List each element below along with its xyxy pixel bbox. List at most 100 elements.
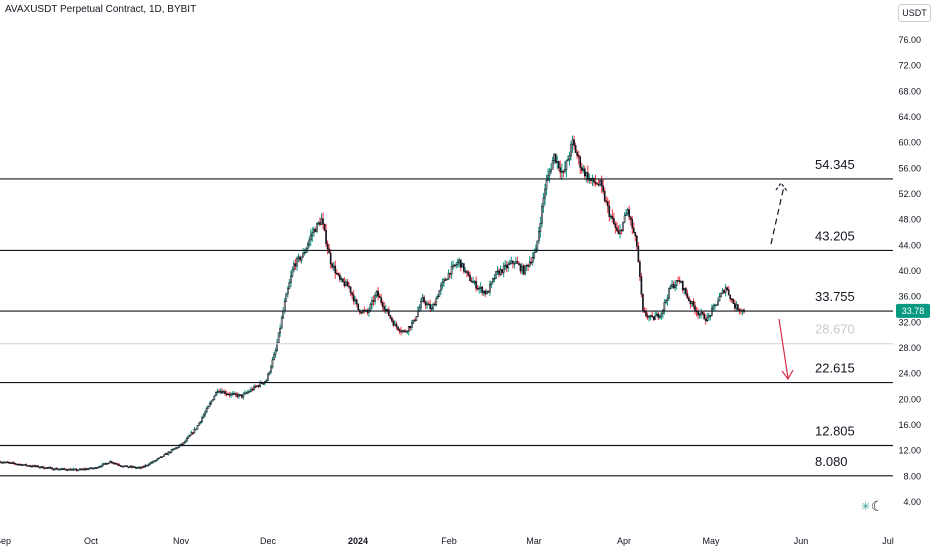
candle-body: [576, 152, 578, 156]
candle-body: [579, 156, 582, 168]
level-label: 43.205: [815, 228, 855, 243]
level-label: 28.670: [815, 322, 855, 337]
candle-body: [391, 317, 393, 322]
candle-body: [339, 274, 341, 280]
candle-body: [522, 265, 525, 275]
candle-body: [207, 405, 210, 409]
candle-body: [57, 468, 60, 471]
candle-body: [120, 465, 122, 467]
candle-body: [218, 391, 220, 393]
candle-body: [262, 382, 265, 385]
candle-body: [548, 170, 551, 176]
candle-body: [124, 465, 127, 467]
candle-body: [560, 170, 563, 173]
candle-body: [707, 315, 710, 318]
candle-body: [513, 262, 516, 265]
candle-body: [634, 232, 637, 237]
candle-body: [436, 296, 439, 299]
candle-body: [645, 311, 647, 316]
candle-body: [469, 274, 471, 282]
candle-body: [242, 393, 245, 398]
candle-body: [164, 453, 167, 456]
x-tick-label: Feb: [441, 536, 457, 546]
candle-body: [421, 297, 424, 302]
candle-body: [654, 315, 657, 320]
candle-body: [544, 188, 546, 199]
currency-selector[interactable]: USDT: [898, 4, 931, 22]
candle-body: [28, 465, 30, 467]
candle-body: [626, 209, 629, 214]
candle-body: [715, 304, 718, 306]
candle-body: [602, 185, 604, 192]
time-axis: Sep Oct Nov Dec 2024 Feb Mar Apr May Jun Jul: [0, 536, 894, 546]
candle-body: [8, 462, 11, 464]
x-tick-label: Oct: [84, 536, 99, 546]
candle-body: [45, 467, 47, 469]
candle-body: [52, 468, 55, 471]
candle-body: [397, 326, 399, 330]
candle-body: [66, 469, 69, 472]
candle-body: [152, 460, 154, 463]
candle-body: [426, 303, 428, 306]
candle-body: [671, 283, 673, 287]
last-price-label: 33.78: [902, 306, 925, 316]
candle-body: [577, 155, 580, 158]
candle-body: [461, 263, 464, 268]
candle-body: [672, 283, 675, 289]
candle-body: [132, 466, 135, 469]
candle-body: [495, 271, 497, 279]
candle-body: [135, 467, 138, 469]
candle-body: [254, 385, 257, 388]
level-label: 33.755: [815, 289, 855, 304]
candle-body: [542, 197, 545, 208]
candle-body: [697, 311, 699, 316]
candle-body: [512, 260, 514, 264]
candle-body: [449, 272, 451, 275]
candle-body: [545, 180, 548, 190]
candle-body: [395, 323, 398, 328]
candle-body: [683, 288, 686, 291]
candle-body: [403, 330, 405, 332]
candle-body: [147, 464, 150, 466]
candle-body: [674, 285, 676, 289]
candle-body: [521, 265, 523, 272]
y-tick-label: 48.00: [898, 215, 921, 225]
candle-body: [556, 161, 559, 163]
candle-body: [282, 310, 285, 319]
candle-body: [467, 272, 470, 276]
candle-body: [101, 463, 104, 467]
candle-body: [182, 442, 185, 445]
candle-body: [479, 286, 482, 289]
candle-body: [733, 303, 736, 309]
candle-body: [669, 286, 672, 289]
candle-body: [68, 468, 70, 471]
candle-body: [60, 468, 63, 471]
candle-body: [655, 313, 658, 317]
y-tick-label: 72.00: [898, 61, 921, 71]
candle-body: [166, 453, 168, 455]
candle-body: [632, 227, 635, 233]
candle-body: [613, 218, 615, 225]
moon-icon[interactable]: ☾: [871, 498, 884, 514]
candle-body: [89, 467, 92, 470]
candle-body: [340, 278, 343, 281]
candle-body: [9, 462, 12, 464]
candle-body: [446, 278, 448, 281]
candle-body: [484, 290, 487, 295]
sparkle-icon[interactable]: ✳: [861, 501, 871, 513]
candle-body: [308, 239, 311, 245]
candle-body: [103, 463, 105, 465]
candle-body: [389, 315, 392, 319]
candle-body: [201, 417, 203, 422]
candle-body: [175, 447, 177, 449]
candle-body: [51, 467, 53, 470]
candle-body: [648, 316, 650, 318]
candle-body: [603, 190, 606, 202]
candle-body: [574, 145, 577, 153]
candle-body: [95, 467, 98, 469]
candle-body: [394, 323, 396, 326]
candle-body: [72, 468, 75, 471]
candle-body: [637, 245, 640, 263]
candle-body: [553, 153, 556, 161]
